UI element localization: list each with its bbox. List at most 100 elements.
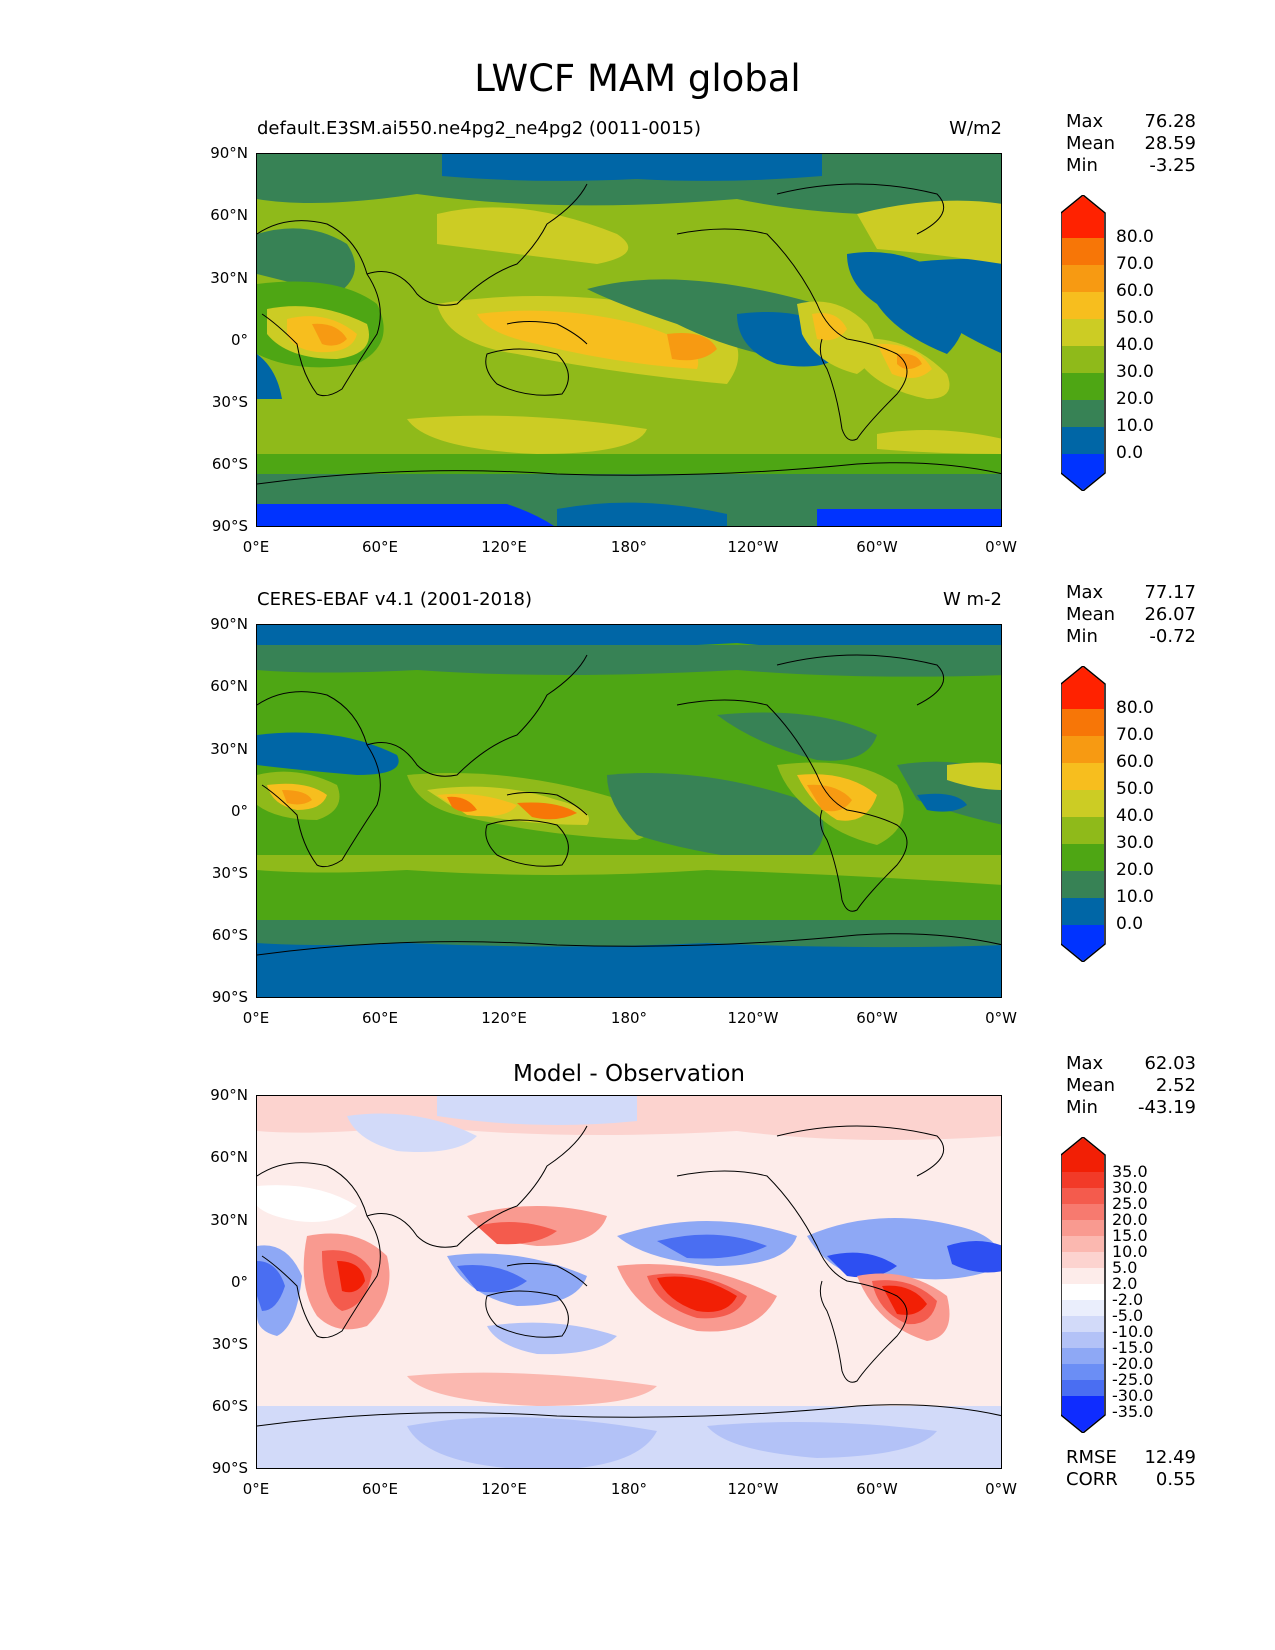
lat-label: 30°N xyxy=(210,269,248,287)
panel-observation: CERES-EBAF v4.1 (2001-2018) W m-2 xyxy=(0,0,1275,998)
lat-label: 90°S xyxy=(211,517,248,535)
colorbar-label: 30.0 xyxy=(1116,833,1154,853)
colorbar-label: 30.0 xyxy=(1116,362,1154,382)
panel-model-units: W/m2 xyxy=(949,118,1002,139)
lon-label: 120°W xyxy=(727,538,779,556)
colorbar-model xyxy=(1061,195,1111,491)
colorbar-label: 60.0 xyxy=(1116,281,1154,301)
lon-label: 60°E xyxy=(361,1480,399,1498)
colorbar-label: 80.0 xyxy=(1116,227,1154,247)
panel-diff-title: Model - Observation xyxy=(512,1061,746,1087)
panel-diff-stats: Max 62.03 Mean 2.52 Min -43.19 xyxy=(1066,1053,1196,1119)
lat-label: 90°S xyxy=(211,988,248,1006)
colorbar-label: 2.0 xyxy=(1112,1274,1138,1293)
lat-label: 90°N xyxy=(210,1086,248,1104)
colorbar-label: 70.0 xyxy=(1116,254,1154,274)
lon-label: 120°E xyxy=(481,1480,527,1498)
lat-label: 60°S xyxy=(211,1397,248,1415)
colorbar-label: 30.0 xyxy=(1112,1178,1148,1197)
colorbar-label: 5.0 xyxy=(1112,1258,1138,1277)
colorbar-label: 35.0 xyxy=(1112,1162,1148,1181)
lat-label: 60°N xyxy=(210,1148,248,1166)
colorbar-label: 50.0 xyxy=(1116,779,1154,799)
metric-rmse: RMSE 12.49 xyxy=(1066,1447,1196,1468)
lat-label: 30°S xyxy=(211,1335,248,1353)
colorbar-label: 20.0 xyxy=(1116,389,1154,409)
lon-label: 120°E xyxy=(481,1009,527,1027)
lon-label: 0°E xyxy=(242,538,270,556)
lat-label: 60°N xyxy=(210,677,248,695)
panel-difference: Model - Observation xyxy=(0,0,1275,1490)
panel-obs-units: W m-2 xyxy=(942,589,1002,610)
map-model xyxy=(256,153,1002,527)
lat-label: 30°N xyxy=(210,740,248,758)
colorbar-label: 40.0 xyxy=(1116,806,1154,826)
stat-min: Min -3.25 xyxy=(1066,155,1196,176)
lon-label: 180° xyxy=(610,1480,648,1498)
map-difference xyxy=(256,1095,1002,1469)
stat-min: Min -0.72 xyxy=(1066,626,1196,647)
lon-label: 60°W xyxy=(856,1009,898,1027)
stat-max: Max 77.17 xyxy=(1066,582,1196,603)
map-observation xyxy=(256,624,1002,998)
lon-label: 120°W xyxy=(727,1009,779,1027)
lat-label: 30°S xyxy=(211,864,248,882)
colorbar-label: 80.0 xyxy=(1116,698,1154,718)
lat-label: 90°N xyxy=(210,615,248,633)
colorbar-label: -2.0 xyxy=(1112,1290,1144,1309)
lat-label: 30°N xyxy=(210,1211,248,1229)
colorbar-label: -10.0 xyxy=(1112,1322,1154,1341)
colorbar-label: -25.0 xyxy=(1112,1370,1154,1389)
lon-label: 180° xyxy=(610,1009,648,1027)
colorbar-label: 0.0 xyxy=(1116,443,1144,463)
colorbar-label: -5.0 xyxy=(1112,1306,1144,1325)
colorbar-label: -35.0 xyxy=(1112,1402,1154,1421)
colorbar-label: -30.0 xyxy=(1112,1386,1154,1405)
colorbar-label: 0.0 xyxy=(1116,914,1144,934)
panel-diff-metrics: RMSE 12.49 CORR 0.55 xyxy=(1066,1447,1196,1491)
lat-label: 0° xyxy=(230,1273,248,1291)
lon-label: 0°E xyxy=(242,1480,270,1498)
colorbar-label: 10.0 xyxy=(1116,887,1154,907)
lon-label: 120°E xyxy=(481,538,527,556)
stat-mean: Mean 28.59 xyxy=(1066,133,1196,154)
lat-label: 60°S xyxy=(211,926,248,944)
lon-label: 0°W xyxy=(985,538,1017,556)
lon-label: 0°W xyxy=(985,1009,1017,1027)
colorbar-label: 60.0 xyxy=(1116,752,1154,772)
colorbar-label: 20.0 xyxy=(1112,1210,1148,1229)
panel-model-subtitle: default.E3SM.ai550.ne4pg2_ne4pg2 (0011-0… xyxy=(257,118,702,139)
lon-label: 60°W xyxy=(856,538,898,556)
lon-label: 180° xyxy=(610,538,648,556)
colorbar-label: 40.0 xyxy=(1116,335,1154,355)
lat-label: 60°S xyxy=(211,455,248,473)
metric-corr: CORR 0.55 xyxy=(1066,1469,1196,1490)
panel-obs-stats: Max 77.17 Mean 26.07 Min -0.72 xyxy=(1066,582,1196,648)
lat-label: 0° xyxy=(230,802,248,820)
panel-obs-subtitle: CERES-EBAF v4.1 (2001-2018) xyxy=(257,589,533,610)
colorbar-label: 10.0 xyxy=(1112,1242,1148,1261)
colorbar-label: -15.0 xyxy=(1112,1338,1154,1357)
stat-max: Max 62.03 xyxy=(1066,1053,1196,1074)
colorbar-label: 25.0 xyxy=(1112,1194,1148,1213)
stat-mean: Mean 2.52 xyxy=(1066,1075,1196,1096)
colorbar-label: 10.0 xyxy=(1116,416,1154,436)
colorbar-observation xyxy=(1061,666,1111,962)
panel-model-stats: Max 76.28 Mean 28.59 Min -3.25 xyxy=(1066,111,1196,177)
lon-label: 0°W xyxy=(985,1480,1017,1498)
lat-label: 0° xyxy=(230,331,248,349)
lat-label: 60°N xyxy=(210,206,248,224)
colorbar-label: 15.0 xyxy=(1112,1226,1148,1245)
colorbar-label: 70.0 xyxy=(1116,725,1154,745)
panel-model: default.E3SM.ai550.ne4pg2_ne4pg2 (0011-0… xyxy=(0,0,1275,527)
stat-max: Max 76.28 xyxy=(1066,111,1196,132)
lon-label: 120°W xyxy=(727,1480,779,1498)
lat-label: 90°N xyxy=(210,144,248,162)
lon-label: 60°W xyxy=(856,1480,898,1498)
lon-label: 60°E xyxy=(361,1009,399,1027)
stat-min: Min -43.19 xyxy=(1066,1097,1196,1118)
colorbar-difference xyxy=(1061,1137,1111,1433)
stat-mean: Mean 26.07 xyxy=(1066,604,1196,625)
lon-label: 0°E xyxy=(242,1009,270,1027)
colorbar-label: 50.0 xyxy=(1116,308,1154,328)
